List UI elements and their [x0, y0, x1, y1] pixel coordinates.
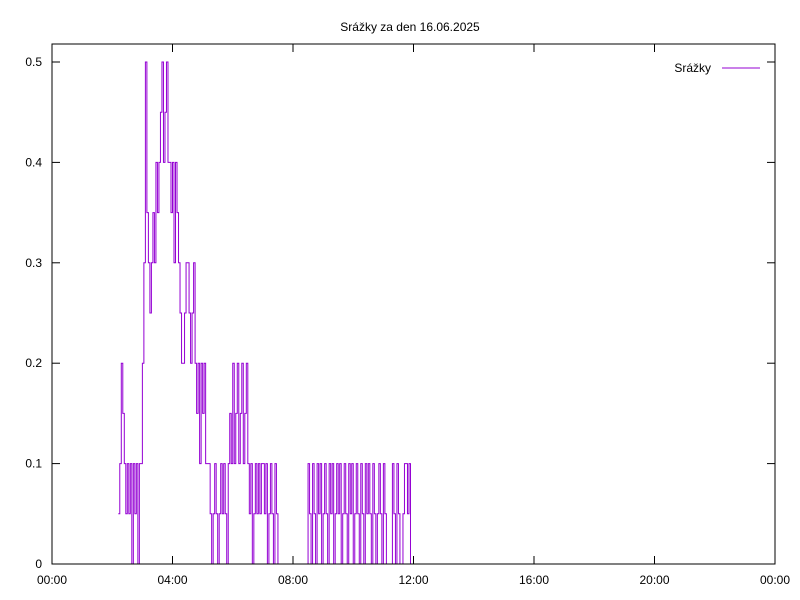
plot-frame: [51, 43, 776, 565]
chart-title: Srážky za den 16.06.2025: [340, 20, 480, 34]
x-tick-label: 08:00: [278, 573, 308, 587]
x-tick-label: 04:00: [157, 573, 187, 587]
y-tick-label: 0.1: [25, 457, 42, 471]
x-tick-label: 00:00: [37, 573, 67, 587]
legend: Srážky: [674, 61, 760, 75]
x-tick-label: 12:00: [398, 573, 428, 587]
x-tick-label: 00:00: [760, 573, 790, 587]
y-tick-label: 0.5: [25, 55, 42, 69]
x-axis-ticks: 00:00 04:00 08:00 12:00 16:00 20:00 00:00: [37, 44, 790, 587]
y-tick-label: 0: [35, 557, 42, 571]
series-line-0: [118, 61, 412, 565]
y-tick-label: 0.4: [25, 155, 42, 169]
y-tick-label: 0.3: [25, 256, 42, 270]
y-tick-label: 0.2: [25, 356, 42, 370]
series-group: [118, 61, 412, 565]
legend-label: Srážky: [674, 61, 711, 75]
y-axis-ticks: 0 0.1 0.2 0.3 0.4 0.5: [25, 55, 775, 571]
x-tick-label: 20:00: [639, 573, 669, 587]
x-tick-label: 16:00: [519, 573, 549, 587]
